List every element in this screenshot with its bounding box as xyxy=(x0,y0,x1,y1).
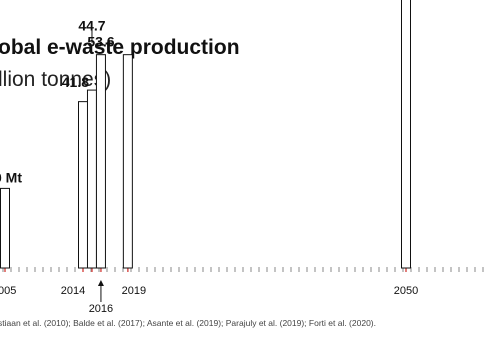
bars-group xyxy=(0,0,411,269)
source-note: stiaan et al. (2010); Balde et al. (2017… xyxy=(0,318,376,328)
x-axis-ticks xyxy=(2,267,484,272)
chart-subtitle: llion tonnes) xyxy=(0,68,112,91)
x-tick-labels-group: 005 2014 2016 2019 2050 xyxy=(0,280,418,315)
bar-2016 xyxy=(95,54,106,269)
value-label-2014: 41.8 xyxy=(62,74,89,90)
x-tick-label-2016: 2016 xyxy=(89,303,113,315)
arrow-up-icon xyxy=(97,280,104,286)
x-tick-label-2014: 2014 xyxy=(61,285,85,297)
x-tick-label-2019: 2019 xyxy=(122,285,146,297)
chart-title: obal e-waste production xyxy=(0,36,240,59)
value-label-2015: 44.7 xyxy=(78,18,105,34)
value-label-2016: 53.6 xyxy=(87,34,114,50)
x-tick-label-2050: 2050 xyxy=(394,285,418,297)
bar-2014 xyxy=(78,101,88,269)
x-tick-label-005: 005 xyxy=(0,285,16,297)
value-label-005: 0 Mt xyxy=(0,169,22,185)
bar-005 xyxy=(0,187,10,269)
bar-2050 xyxy=(401,0,411,269)
bar-2019 xyxy=(122,54,133,269)
bar-2015 xyxy=(86,89,97,269)
